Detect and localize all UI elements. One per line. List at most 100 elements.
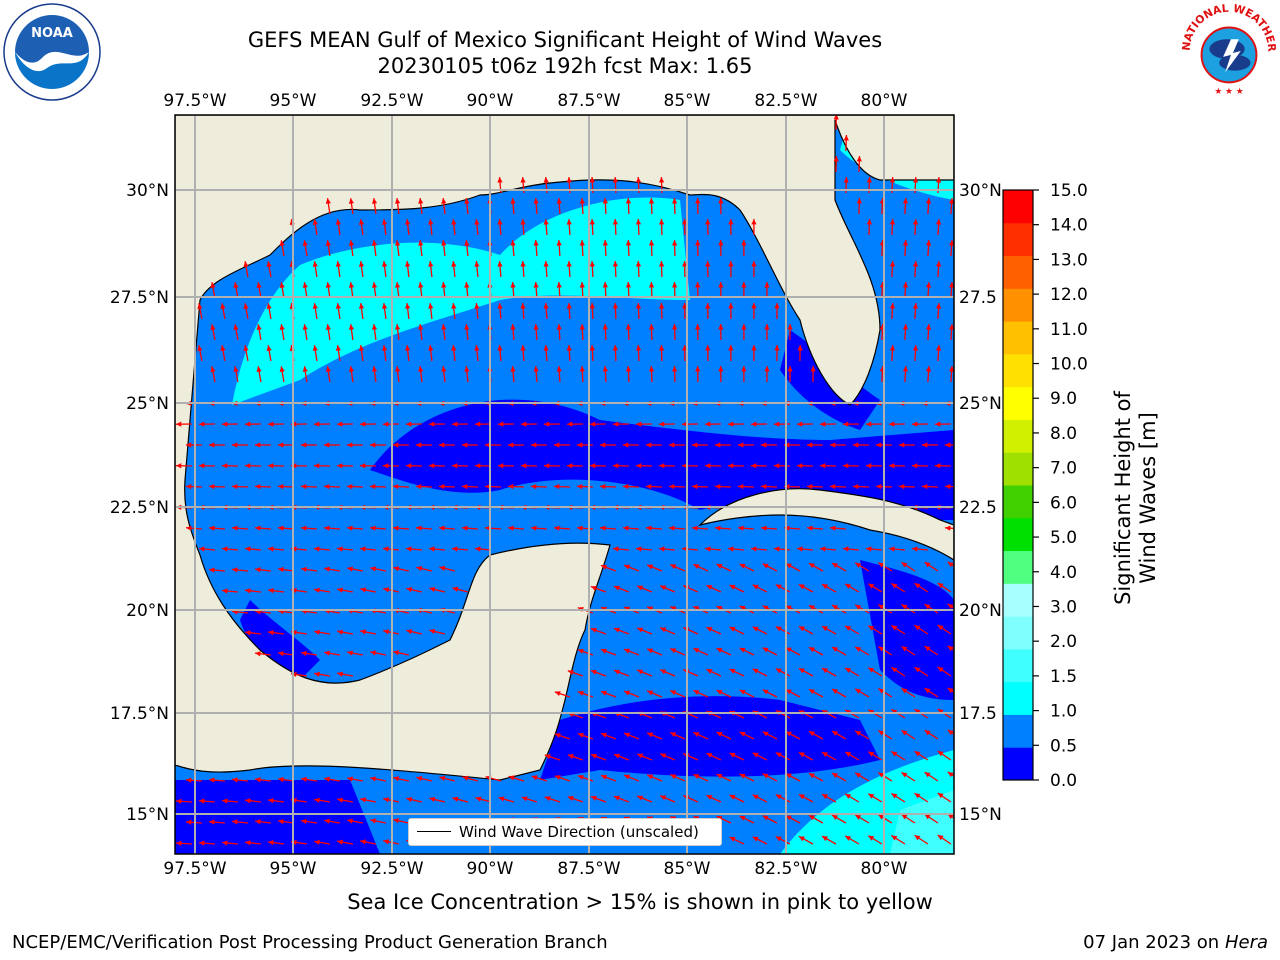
wave-arrow-head <box>924 688 931 694</box>
wave-arrow-head <box>706 669 713 674</box>
wave-arrow-head <box>752 836 759 842</box>
wave-arrow-head <box>556 366 562 372</box>
footer-date: 07 Jan 2023 on Hera <box>1083 932 1268 953</box>
wave-arrow-head <box>544 754 551 760</box>
wave-arrow-head <box>693 606 700 612</box>
colorbar-segment <box>1003 321 1033 355</box>
wave-arrow-head <box>718 324 724 330</box>
wave-arrow-head <box>233 366 239 373</box>
legend-label: Wind Wave Direction (unscaled) <box>459 823 699 841</box>
wave-arrow-head <box>530 483 537 490</box>
wave-arrow-head <box>914 751 921 757</box>
wave-arrow-head <box>497 177 503 183</box>
wave-arrow-head <box>406 797 413 803</box>
wave-arrow-head <box>934 463 941 469</box>
wave-arrow-head <box>959 261 964 267</box>
wave-arrow-head <box>785 647 792 653</box>
wave-arrow-head <box>959 345 964 351</box>
wave-arrow-head <box>405 261 411 267</box>
wave-arrow-head <box>751 345 757 351</box>
wave-arrow-head <box>185 442 192 448</box>
wave-arrow-head <box>533 282 539 288</box>
wave-arrow-head <box>244 421 251 427</box>
noaa-logo-text: NOAA <box>31 26 73 41</box>
wave-arrow-head <box>855 646 862 652</box>
wave-arrow-head <box>855 562 862 568</box>
wave-arrow-head <box>323 525 330 531</box>
wave-arrow-head <box>220 303 226 310</box>
wave-arrow-head <box>718 240 724 246</box>
wave-arrow-head <box>312 261 318 267</box>
wave-arrow-head <box>635 177 642 183</box>
wave-arrow-head <box>395 240 401 246</box>
lat-label: 22.5 <box>959 498 997 518</box>
wave-arrow-head <box>878 604 885 610</box>
wave-arrow-head <box>914 835 921 841</box>
wave-arrow-head <box>612 345 619 351</box>
wave-arrow-head <box>878 730 885 736</box>
colorbar-segment <box>1003 648 1033 683</box>
wave-arrow-head <box>441 198 447 204</box>
wave-arrow-head <box>313 463 320 469</box>
lat-labels-left: 30°N 27.5°N 25°N 22.5°N 20°N 17.5°N 15°N <box>110 181 169 825</box>
wave-arrow-head <box>752 584 759 590</box>
colorbar-segment <box>1003 681 1033 715</box>
wave-arrow-head <box>360 839 367 845</box>
wave-arrow-head <box>705 261 711 267</box>
wave-arrow-head <box>599 442 606 448</box>
wave-arrow <box>961 135 962 151</box>
wave-arrow-head <box>637 627 644 633</box>
wave-arrow-head <box>451 345 457 351</box>
wave-arrow-head <box>302 324 308 330</box>
wave-arrow-head <box>543 463 550 469</box>
wave-arrow-head <box>764 282 770 288</box>
wave-arrow-head <box>268 630 274 636</box>
wave-arrow-head <box>300 483 307 490</box>
wave-arrow-head <box>704 463 711 469</box>
wave-arrow-head <box>798 668 805 674</box>
wave-arrow-head <box>613 753 620 759</box>
wave-arrow-head <box>714 442 721 448</box>
lon-label: 97.5°W <box>163 91 226 111</box>
wave-arrow-head <box>369 442 376 448</box>
wave-arrow-head <box>599 483 606 490</box>
wave-arrow-head <box>785 731 792 737</box>
wave-arrow-head <box>370 818 377 824</box>
wave-arrow-head <box>312 345 318 351</box>
wave-arrow-head <box>819 421 826 427</box>
wave-arrow-head <box>600 648 607 654</box>
wave-arrow-head <box>346 442 353 448</box>
wave-arrow-head <box>452 796 459 802</box>
lat-label: 25°N <box>126 394 169 414</box>
wave-arrow-head <box>175 463 182 469</box>
wave-arrow-head <box>589 303 595 309</box>
wave-arrow-head <box>382 546 389 552</box>
wave-arrow-head <box>254 442 261 448</box>
wave-arrow-head <box>658 219 665 225</box>
wave-arrow-head <box>533 240 539 246</box>
wave-arrow-head <box>231 777 238 783</box>
wave-arrow-head <box>925 198 932 204</box>
wave-arrow-head <box>821 836 828 842</box>
wave-arrow-head <box>944 483 951 490</box>
wave-arrow-head <box>612 303 619 309</box>
wave-arrow-head <box>612 421 619 427</box>
wave-arrow-head <box>221 840 228 846</box>
wave-arrow-head <box>510 366 516 372</box>
wave-arrow-head <box>268 798 274 804</box>
wave-arrow-head <box>452 586 459 592</box>
wave-arrow-head <box>198 421 205 427</box>
wave-arrow-head <box>208 819 215 825</box>
wave-arrow-head <box>554 775 561 781</box>
wave-arrow-head <box>924 646 931 652</box>
wave-arrow-head <box>695 282 701 288</box>
wave-arrow-head <box>579 282 585 288</box>
wave-arrow-head <box>947 645 954 652</box>
wave-arrow-head <box>672 324 678 330</box>
wave-arrow-head <box>600 732 607 738</box>
wave-arrow-head <box>764 366 770 372</box>
wave-arrow-head <box>645 483 652 490</box>
wave-arrow-head <box>579 366 585 372</box>
wave-arrow-head <box>737 525 744 531</box>
wave-arrow-head <box>231 442 238 448</box>
